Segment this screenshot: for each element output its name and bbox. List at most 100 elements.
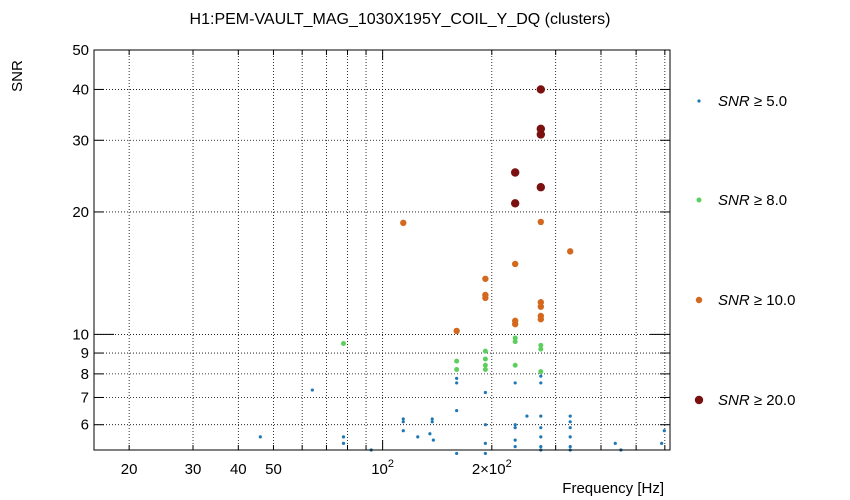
data-point-series-1 [483,451,487,456]
data-point-series-1 [483,390,487,395]
data-point-series-1 [539,414,543,418]
data-point-series-2 [482,348,488,354]
data-point-series-3 [511,320,519,328]
data-point-series-1 [341,435,346,439]
data-point-series-1 [513,438,517,442]
data-point-series-3 [537,218,545,226]
data-point-series-1 [455,381,459,385]
x-tick-label: 30 [185,461,202,478]
data-point-series-3 [511,260,519,268]
data-point-series-3 [453,327,460,335]
data-point-series-1 [455,451,459,456]
legend-marker [695,296,703,304]
x-tick-labels: 20 30 40 50 102 2×102 [121,458,512,478]
y-tick-label: 50 [72,42,89,59]
x-tick-label: 50 [265,461,282,478]
data-point-series-1 [539,374,543,378]
grid-lines [94,50,670,450]
data-point-series-1 [568,445,572,449]
data-point-series-1 [660,441,664,445]
y-tick-label: 30 [72,132,89,149]
data-point-series-1 [416,435,420,439]
x-tick-label: 20 [121,461,138,478]
data-point-series-2 [340,340,346,346]
data-point-series-1 [401,420,405,424]
data-point-series-1 [401,417,405,421]
x-tick-label: 102 [371,458,394,478]
y-tick-label: 7 [81,389,89,406]
data-point-series-1 [513,381,517,385]
x-tick-label: 2×102 [472,458,512,478]
data-point-series-4 [510,199,520,208]
data-point-series-1 [430,420,434,424]
y-tick-label: 20 [72,204,89,221]
y-tick-label: 40 [72,81,89,98]
data-point-series-3 [482,275,489,282]
y-tick-label: 6 [81,417,89,434]
data-point-series-1 [568,426,572,430]
y-tick-labels: 6 7 8 9 10 20 30 40 50 [72,42,89,434]
data-point-series-1 [539,445,543,449]
y-tick-label: 10 [72,326,89,343]
data-point-series-1 [568,435,572,439]
data-point-series-1 [341,441,346,445]
data-point-series-1 [513,426,517,430]
x-axis-label: Frequency [Hz] [562,480,664,497]
data-point-series-3 [537,303,545,310]
plot-frame [93,49,671,451]
legend-marker [696,197,702,203]
x-tick-label: 40 [230,461,247,478]
legend-marker [694,395,704,405]
data-point-series-3 [482,294,489,302]
y-tick-label: 8 [81,366,89,383]
data-point-series-1 [513,445,517,449]
data-point-series-2 [512,362,518,368]
legend-entry-label: SNR ≥ 20.0 [718,392,795,409]
legend-marker [697,99,701,103]
data-point-series-1 [483,441,487,445]
data-point-series-2 [538,346,544,352]
data-point-series-1 [483,423,487,427]
legend-entry-label: SNR ≥ 8.0 [718,192,787,209]
data-point-series-4 [510,168,520,177]
data-point-series-2 [538,342,544,348]
data-point-series-1 [428,432,432,436]
data-points [258,85,666,456]
data-point-series-2 [512,339,518,345]
data-point-series-3 [537,316,545,323]
data-point-series-2 [482,362,488,368]
data-point-series-4 [536,183,546,192]
data-point-series-1 [539,426,543,430]
data-point-series-3 [400,219,407,227]
data-point-series-1 [430,417,434,421]
data-point-series-1 [258,435,262,439]
tick-marks [94,49,670,450]
data-point-series-2 [454,367,460,373]
data-point-series-3 [537,299,545,306]
data-point-series-1 [539,381,543,385]
data-point-series-2 [482,356,488,362]
data-point-series-1 [310,388,314,392]
data-point-series-1 [455,408,459,413]
data-point-series-2 [538,369,544,375]
legend-entry-label: SNR ≥ 10.0 [718,292,795,309]
data-point-series-2 [482,367,488,373]
legend: SNR ≥ 5.0 SNR ≥ 8.0 SNR ≥ 10.0 SNR ≥ 20.0 [694,93,795,409]
data-point-series-1 [613,441,617,445]
data-point-series-2 [454,358,460,364]
data-point-series-1 [568,420,572,424]
data-point-series-4 [536,85,546,94]
data-point-series-1 [455,376,459,380]
data-point-series-1 [513,423,517,427]
y-tick-label: 9 [81,345,89,362]
legend-entry-label: SNR ≥ 5.0 [718,93,787,110]
y-axis-label: SNR [9,60,26,92]
chart-title: H1:PEM-VAULT_MAG_1030X195Y_COIL_Y_DQ (cl… [190,11,611,28]
data-point-series-1 [539,435,543,439]
data-point-series-1 [525,414,529,418]
data-point-series-1 [431,438,435,442]
data-point-series-4 [536,130,546,139]
data-point-series-2 [512,335,518,341]
data-point-series-1 [568,414,572,418]
